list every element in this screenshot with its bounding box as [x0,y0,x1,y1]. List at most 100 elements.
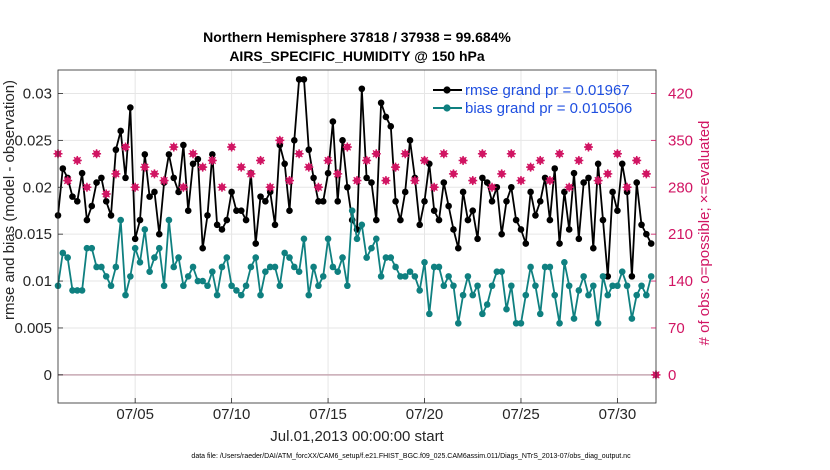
rmse-point [401,188,409,196]
rmse-point [59,165,67,172]
bias-point [218,263,226,271]
obs-layer [53,135,661,380]
bias-point [527,263,534,271]
bias-point [78,287,86,294]
chart-title: Northern Hemisphere 37818 / 37938 = 99.6… [203,29,511,45]
rmse-point [445,202,452,210]
bias-point [368,244,375,252]
obs-point-d2 [565,183,573,192]
obs-point-d2 [642,170,651,178]
bias-point [623,282,631,290]
obs-point [593,176,603,186]
legend-bias-marker [443,104,451,112]
bias-point [546,263,554,271]
rmse-point [102,198,110,205]
obs-point-d2 [63,176,72,185]
rmse-point [454,244,462,252]
obs-point [284,176,294,186]
bias-point [102,273,110,280]
rmse-point [479,174,486,182]
obs-point [448,169,458,179]
rmse-point [237,207,245,215]
obs-point-d2 [169,143,178,151]
rmse-point [594,160,602,168]
obs-point-d2 [92,149,101,158]
rmse-point [73,198,81,205]
rmse-point [397,216,404,224]
obs-point [313,182,323,192]
obs-point-d2 [247,170,255,178]
rmse-point [363,174,370,182]
y2-tick-label: 420 [668,85,693,102]
obs-point [603,169,613,179]
y2-tick-label: 70 [668,320,685,337]
legend-bias-label: bias grand pr = 0.010506 [465,100,632,117]
obs-point-d2 [237,163,246,171]
obs-point-d2 [83,183,91,192]
obs-point [391,162,401,172]
obs-point [246,169,256,179]
obs-point [458,155,468,165]
obs-point-d2 [517,176,525,185]
bias-point [252,254,260,261]
rmse-point [324,169,332,177]
obs-point-d2 [623,183,631,192]
obs-point-d2 [150,170,159,178]
legend-rmse-label: rmse grand pr = 0.01967 [465,82,630,99]
obs-point [564,182,574,192]
y2-tick-label: 140 [668,273,693,290]
obs-point [333,169,343,179]
obs-point-d2 [160,176,168,185]
rmse-point [122,174,129,182]
bias-point [614,282,621,290]
obs-point [275,135,285,145]
obs-point-d2 [362,156,371,165]
obs-point [612,149,622,159]
bias-point [189,263,197,271]
rmse-point [638,221,645,229]
bias-point [112,263,120,271]
x-ticks: 07/05 07/10 07/15 07/20 07/25 07/30 [116,398,636,423]
bias-point [387,254,395,261]
rmse-point [474,235,481,243]
bias-point [570,315,578,322]
rmse-point [315,198,322,205]
bias-point [397,273,404,280]
obs-point [149,169,159,179]
obs-point [140,162,150,172]
obs-point [265,182,275,192]
obs-point [188,149,198,159]
rmse-point [213,221,221,229]
obs-point-d2 [575,156,583,165]
obs-point [111,169,121,179]
rmse-point [440,179,448,186]
bias-point [508,282,515,290]
rmse-point [599,216,607,224]
rmse-point [194,155,202,163]
rmse-point [276,141,284,149]
rmse-point [464,216,472,224]
obs-point-d2 [382,176,390,185]
bias-point [445,273,452,280]
bias-point [517,319,525,327]
bias-point [594,319,602,327]
bias-point [440,282,448,290]
y2-ticks: 0 70 140 210 280 350 420 [651,85,693,384]
bias-point [459,291,467,299]
bias-point [257,291,264,299]
rmse-point [112,146,120,154]
obs-point [294,149,304,159]
obs-point [72,155,82,165]
rmse-point [281,160,288,168]
obs-point-d2 [507,149,516,158]
obs-point [207,155,217,165]
bias-point [334,268,342,275]
rmse-point [585,174,592,182]
bias-point [430,263,438,271]
obs-point [439,149,449,159]
rmse-point [69,193,76,200]
obs-point [323,155,333,165]
obs-point-d2 [189,149,197,158]
obs-point [477,149,487,159]
bias-point [618,268,626,275]
